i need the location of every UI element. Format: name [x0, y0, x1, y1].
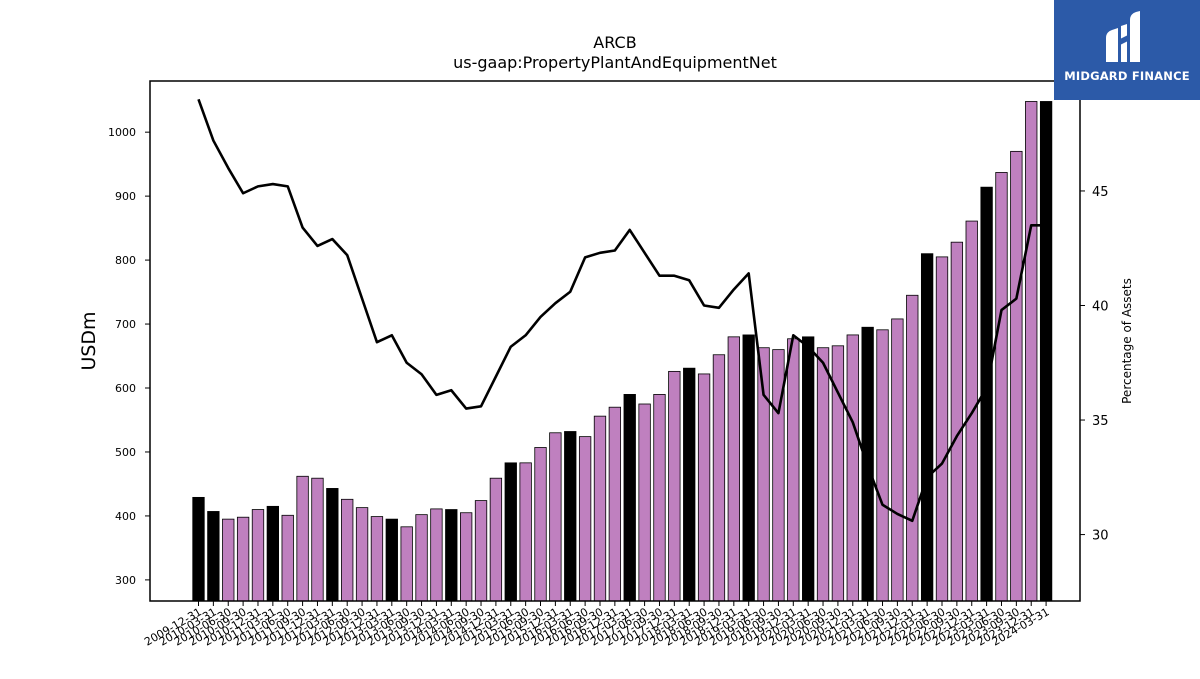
bar [355, 507, 369, 602]
bar [891, 318, 904, 602]
bar [608, 406, 622, 602]
bar [787, 338, 800, 602]
bars-layer [192, 101, 1053, 602]
bar [474, 500, 488, 602]
bar [935, 256, 949, 602]
chart-subtitle: us-gaap:PropertyPlantAndEquipmentNet [453, 53, 777, 72]
bar [742, 334, 755, 602]
bar [415, 514, 428, 602]
y-tick-label: 1000 [108, 126, 136, 139]
bar [460, 512, 473, 602]
bar [400, 526, 413, 602]
y-tick-label: 300 [115, 574, 136, 587]
bar [504, 462, 517, 602]
bar [549, 432, 562, 602]
bar [385, 518, 398, 602]
bar [816, 347, 830, 602]
line-layer [197, 98, 1047, 523]
y-tick-label: 400 [115, 510, 136, 523]
bar [564, 431, 577, 602]
bar [430, 508, 443, 602]
bar [712, 354, 726, 602]
y-axis-label: USDm [78, 311, 100, 370]
brand-name: MIDGARD FINANCE [1064, 69, 1190, 83]
y2-axis-label: Percentage of Assets [1120, 278, 1134, 404]
y-tick-label: 800 [115, 254, 136, 267]
bar [578, 436, 592, 602]
bar [519, 462, 532, 602]
bar [311, 477, 324, 602]
bar [668, 370, 681, 602]
percentage-line [197, 98, 1047, 523]
y-tick-label: 500 [115, 446, 136, 459]
bar [1039, 101, 1053, 602]
y2-tick-label: 35 [1092, 414, 1109, 429]
bar [489, 477, 503, 602]
bar [876, 329, 889, 602]
bar [638, 403, 651, 602]
bar [950, 241, 964, 602]
bar [192, 496, 205, 602]
chart-title: ARCB [593, 33, 636, 52]
bar [653, 394, 666, 602]
bar [995, 172, 1008, 602]
bar [445, 509, 458, 602]
bar [222, 518, 235, 602]
bar [296, 475, 309, 602]
bar [251, 509, 265, 602]
bar [593, 415, 607, 602]
y2-tick-label: 45 [1092, 185, 1109, 200]
bar [623, 394, 636, 602]
bar [370, 516, 384, 602]
y-tick-label: 600 [115, 382, 136, 395]
bar [341, 498, 354, 602]
bar [1010, 150, 1023, 602]
bar [281, 514, 294, 602]
bar [683, 367, 696, 602]
bar [802, 336, 815, 602]
bar [326, 488, 339, 602]
y-tick-label: 900 [115, 190, 136, 203]
brand-logo: MIDGARD FINANCE [1054, 0, 1200, 100]
y2-tick-label: 40 [1092, 299, 1109, 314]
bar [534, 447, 547, 602]
bar [697, 373, 711, 602]
bar [207, 511, 220, 602]
midgard-logo-icon [1106, 11, 1140, 62]
y2-tick-label: 30 [1092, 529, 1109, 544]
bar [846, 334, 859, 602]
bar [266, 505, 280, 602]
bar [727, 336, 740, 602]
bar [1025, 101, 1038, 602]
bar [920, 253, 934, 602]
y-tick-label: 700 [115, 318, 136, 331]
bar [236, 516, 250, 602]
bar [906, 294, 919, 602]
ticks-layer: 3004005006007008009001000303540452009-12… [108, 126, 1109, 648]
